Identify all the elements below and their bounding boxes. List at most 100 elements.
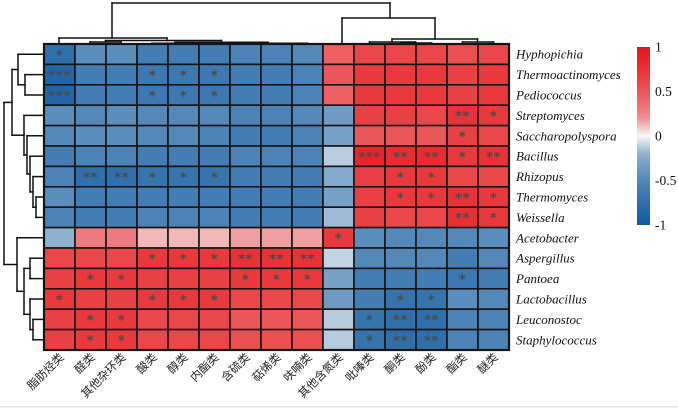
row-label: Acetobacter xyxy=(515,230,580,245)
heatmap-cell xyxy=(477,247,510,270)
heatmap-cell xyxy=(415,124,448,147)
heatmap-cell xyxy=(415,267,448,290)
heatmap-cell xyxy=(477,43,510,66)
colorbar-tick: 1 xyxy=(655,40,662,55)
heatmap-cell xyxy=(229,308,262,331)
significance-stars: * xyxy=(149,292,157,308)
heatmap-cell xyxy=(291,63,324,86)
heatmap-cell xyxy=(322,84,355,107)
heatmap-cell xyxy=(353,267,386,290)
significance-stars: * xyxy=(56,48,64,64)
heatmap-cell xyxy=(384,63,417,86)
row-label: Leuconostoc xyxy=(515,312,582,327)
heatmap-cell xyxy=(74,104,107,127)
heatmap-cell xyxy=(198,104,231,127)
heatmap-cell xyxy=(136,308,169,331)
heatmap-cell xyxy=(477,226,510,249)
heatmap-cell xyxy=(74,226,107,249)
heatmap-cell xyxy=(291,308,324,331)
significance-stars: * xyxy=(211,252,219,268)
colorbar-tick: 0 xyxy=(655,129,662,144)
significance-stars: ** xyxy=(393,333,408,349)
significance-stars: ** xyxy=(238,252,253,268)
heatmap-cell xyxy=(43,226,76,249)
heatmap-cell xyxy=(260,186,293,209)
significance-stars: * xyxy=(87,313,95,329)
heatmap-cell xyxy=(198,206,231,229)
heatmap-cell xyxy=(105,206,138,229)
heatmap-cell xyxy=(322,328,355,351)
heatmap-cell xyxy=(229,84,262,107)
column-label: 吡嗪类 xyxy=(342,350,377,385)
significance-stars: * xyxy=(428,170,436,186)
heatmap-cell xyxy=(322,145,355,168)
heatmap-cell xyxy=(198,186,231,209)
heatmap-cell xyxy=(74,186,107,209)
heatmap-cell xyxy=(477,63,510,86)
heatmap-cell xyxy=(43,206,76,229)
heatmap-cell xyxy=(353,206,386,229)
heatmap-cell xyxy=(415,206,448,229)
heatmap-cell xyxy=(291,287,324,310)
heatmap-cell xyxy=(353,226,386,249)
column-label: 酚类 xyxy=(412,350,439,377)
heatmap-cell xyxy=(74,63,107,86)
heatmap-cell xyxy=(260,226,293,249)
heatmap-cell xyxy=(198,267,231,290)
significance-stars: ** xyxy=(486,150,501,166)
heatmap-cell xyxy=(384,104,417,127)
heatmap-cell xyxy=(136,226,169,249)
significance-stars: * xyxy=(180,292,188,308)
heatmap-cell xyxy=(74,124,107,147)
row-label: Hyphopichia xyxy=(515,47,584,62)
heatmap-cell xyxy=(384,226,417,249)
heatmap-cell xyxy=(291,328,324,351)
heatmap-cell xyxy=(446,328,479,351)
heatmap-cell xyxy=(229,43,262,66)
significance-stars: * xyxy=(180,68,188,84)
heatmap-cell xyxy=(477,287,510,310)
heatmap-cell xyxy=(136,124,169,147)
heatmap-cell xyxy=(43,124,76,147)
heatmap-cell xyxy=(198,308,231,331)
heatmap-cell xyxy=(260,124,293,147)
heatmap-cell xyxy=(415,63,448,86)
significance-stars: ** xyxy=(455,211,470,227)
heatmap-cell xyxy=(415,247,448,270)
significance-stars: * xyxy=(180,170,188,186)
significance-stars: * xyxy=(459,272,467,288)
significance-stars: ** xyxy=(455,109,470,125)
significance-stars: ** xyxy=(455,190,470,206)
row-label: Bacillus xyxy=(516,149,559,164)
significance-stars: * xyxy=(87,333,95,349)
row-label: Lactobacillus xyxy=(515,292,587,307)
heatmap-cell xyxy=(446,247,479,270)
heatmap-cell xyxy=(167,267,200,290)
significance-stars: * xyxy=(490,211,498,227)
significance-stars: * xyxy=(366,313,374,329)
heatmap-cell xyxy=(167,186,200,209)
colorbar-tick: -0.5 xyxy=(655,173,677,188)
row-label: Aspergillus xyxy=(515,251,575,266)
heatmap-cell xyxy=(477,165,510,188)
row-label: Thermoactinomyces xyxy=(516,67,621,82)
row-label: Staphylococcus xyxy=(516,332,597,347)
heatmap-cell xyxy=(260,43,293,66)
heatmap-cell xyxy=(322,206,355,229)
significance-stars: * xyxy=(459,129,467,145)
heatmap-cell xyxy=(291,124,324,147)
significance-stars: * xyxy=(211,88,219,104)
heatmap-cell xyxy=(291,186,324,209)
heatmap-cell xyxy=(353,43,386,66)
heatmap-cell xyxy=(384,206,417,229)
column-label: 内酯类 xyxy=(187,350,222,385)
heatmap-cell xyxy=(105,124,138,147)
heatmap-cell xyxy=(167,43,200,66)
heatmap-cell xyxy=(477,328,510,351)
heatmap-cell xyxy=(260,104,293,127)
heatmap-cell xyxy=(353,104,386,127)
heatmap-cell xyxy=(74,247,107,270)
heatmap-cell xyxy=(198,328,231,351)
heatmap-cell xyxy=(291,226,324,249)
